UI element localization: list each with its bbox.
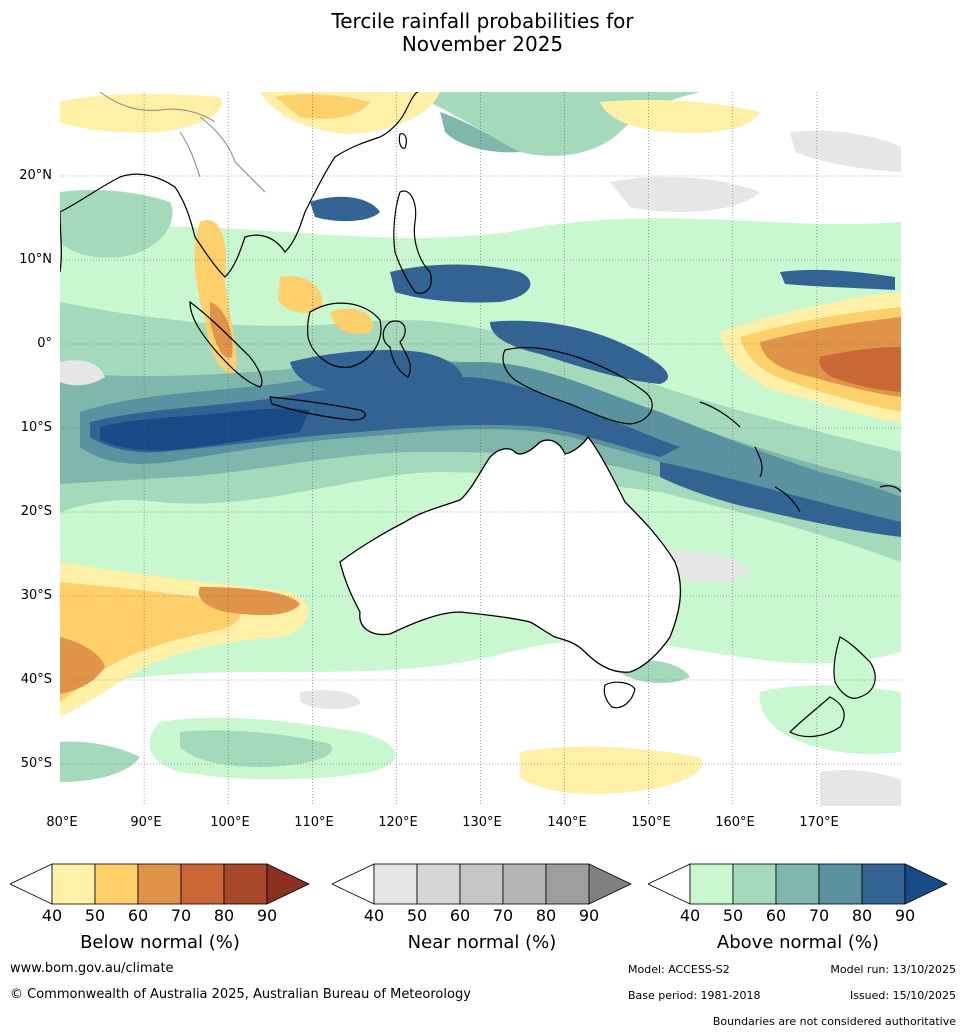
tick-near-80: 80 xyxy=(535,906,557,925)
lon-label-100e: 100°E xyxy=(210,815,250,830)
title-line-1: Tercile rainfall probabilities for xyxy=(331,9,634,33)
lon-label-150e: 150°E xyxy=(631,815,671,830)
swatch-near-5 xyxy=(545,863,590,905)
boundaries-disclaimer: Boundaries are not considered authoritat… xyxy=(712,1015,956,1028)
swatch-above-5 xyxy=(861,863,906,905)
colorbar-above-swatches xyxy=(647,863,948,905)
lon-label-110e: 110°E xyxy=(294,815,334,830)
lon-label-160e: 160°E xyxy=(715,815,755,830)
lat-label-20s: 20°S xyxy=(20,504,52,519)
colorbar-near-normal: 40 50 60 70 80 90 Near normal (%) xyxy=(331,862,632,962)
tick-above-60: 60 xyxy=(765,906,787,925)
copyright-text: © Commonwealth of Australia 2025, Austra… xyxy=(10,987,471,1002)
swatch-near-1 xyxy=(373,863,418,905)
model-name: Model: ACCESS-S2 xyxy=(628,963,730,976)
colorbar-below-normal: 40 50 60 70 80 90 Below normal (%) xyxy=(9,862,310,962)
tick-above-70: 70 xyxy=(808,906,830,925)
lat-label-20n: 20°N xyxy=(19,168,52,183)
lon-label-130e: 130°E xyxy=(462,815,502,830)
lon-label-140e: 140°E xyxy=(547,815,587,830)
lat-label-30s: 30°S xyxy=(20,588,52,603)
tick-above-40: 40 xyxy=(679,906,701,925)
tick-near-40: 40 xyxy=(363,906,385,925)
map-title: Tercile rainfall probabilities for Novem… xyxy=(0,10,965,56)
tick-near-60: 60 xyxy=(449,906,471,925)
swatch-near-2 xyxy=(416,863,461,905)
lat-label-0: 0° xyxy=(37,336,52,351)
tick-near-90: 90 xyxy=(578,906,600,925)
base-period: Base period: 1981-2018 xyxy=(628,989,761,1002)
tick-below-60: 60 xyxy=(127,906,149,925)
colorbar-below-swatches xyxy=(9,863,310,905)
website-link[interactable]: www.bom.gov.au/climate xyxy=(10,961,174,976)
lon-label-170e: 170°E xyxy=(799,815,839,830)
colorbar-near-title: Near normal (%) xyxy=(407,932,557,953)
swatch-above-2 xyxy=(732,863,777,905)
tick-near-70: 70 xyxy=(492,906,514,925)
map-canvas xyxy=(60,92,901,806)
swatch-above-4 xyxy=(818,863,863,905)
tick-above-80: 80 xyxy=(851,906,873,925)
tick-below-80: 80 xyxy=(213,906,235,925)
tick-below-90: 90 xyxy=(256,906,278,925)
lon-label-80e: 80°E xyxy=(46,815,78,830)
issued-date: Issued: 15/10/2025 xyxy=(849,989,956,1002)
tick-below-40: 40 xyxy=(41,906,63,925)
swatch-above-0 xyxy=(647,863,691,905)
swatch-near-6 xyxy=(588,863,632,905)
swatch-above-3 xyxy=(775,863,820,905)
colorbar-above-normal: 40 50 60 70 80 90 Above normal (%) xyxy=(647,862,948,962)
swatch-near-3 xyxy=(459,863,504,905)
swatch-near-0 xyxy=(331,863,375,905)
swatch-below-6 xyxy=(266,863,310,905)
swatch-below-4 xyxy=(180,863,225,905)
tick-above-50: 50 xyxy=(722,906,744,925)
colorbar-below-title: Below normal (%) xyxy=(80,932,240,953)
lon-label-90e: 90°E xyxy=(130,815,162,830)
swatch-below-1 xyxy=(51,863,96,905)
title-line-2: November 2025 xyxy=(401,32,564,56)
tick-below-70: 70 xyxy=(170,906,192,925)
lat-label-50s: 50°S xyxy=(20,756,52,771)
swatch-near-4 xyxy=(502,863,547,905)
swatch-below-2 xyxy=(94,863,139,905)
tick-below-50: 50 xyxy=(84,906,106,925)
lat-label-10s: 10°S xyxy=(20,420,52,435)
probability-map xyxy=(60,92,901,806)
swatch-below-0 xyxy=(9,863,53,905)
swatch-above-6 xyxy=(904,863,948,905)
swatch-below-5 xyxy=(223,863,268,905)
tick-near-50: 50 xyxy=(406,906,428,925)
tick-above-90: 90 xyxy=(894,906,916,925)
model-run: Model run: 13/10/2025 xyxy=(830,963,956,976)
lon-label-120e: 120°E xyxy=(378,815,418,830)
swatch-above-1 xyxy=(689,863,734,905)
swatch-below-3 xyxy=(137,863,182,905)
colorbar-above-title: Above normal (%) xyxy=(716,932,880,953)
lat-label-40s: 40°S xyxy=(20,672,52,687)
lat-label-10n: 10°N xyxy=(19,252,52,267)
colorbar-near-swatches xyxy=(331,863,632,905)
